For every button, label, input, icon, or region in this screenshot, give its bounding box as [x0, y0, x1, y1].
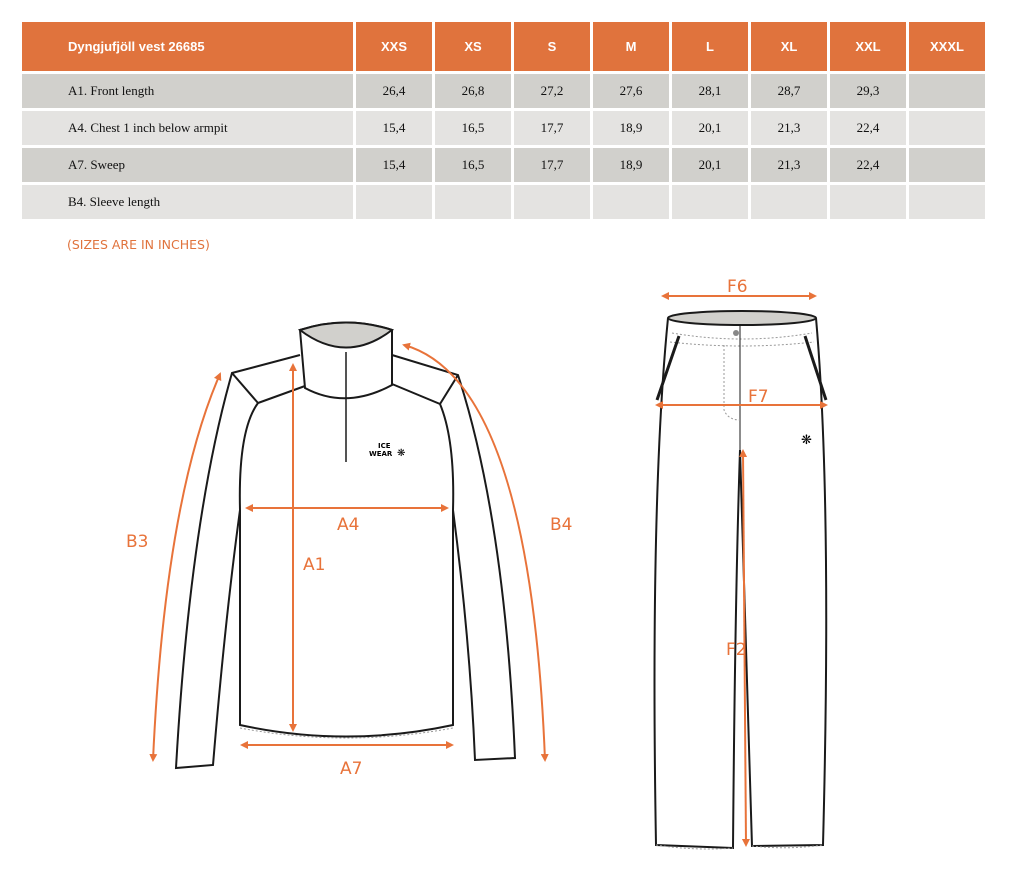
measurement-value [909, 111, 985, 145]
measurement-value [909, 74, 985, 108]
measurement-value: 28,1 [672, 74, 748, 108]
arrow-b3 [149, 372, 222, 762]
measurement-value: 28,7 [751, 74, 827, 108]
label-a1: A1 [303, 555, 325, 575]
measurement-value [751, 185, 827, 219]
svg-text:WEAR: WEAR [369, 450, 393, 458]
label-f2: F2 [726, 640, 747, 660]
size-header-xl: XL [751, 22, 827, 71]
measurement-value: 17,7 [514, 148, 590, 182]
snowflake-icon: ❋ [801, 432, 812, 447]
measurement-value [514, 185, 590, 219]
measurement-label: B4. Sleeve length [22, 185, 353, 219]
units-note: (SIZES ARE IN INCHES) [67, 237, 210, 252]
size-chart-table: Dyngjufjöll vest 26685 XXS XS S M L XL XXL XXXL… [19, 19, 988, 222]
measurement-value [672, 185, 748, 219]
measurement-value: 17,7 [514, 111, 590, 145]
jacket-drawing: ICE WEAR ❋ A1 A4 A7 B3 B4 [126, 321, 572, 779]
table-row: B4. Sleeve length [22, 185, 985, 219]
measurement-value: 29,3 [830, 74, 906, 108]
measurement-value: 27,2 [514, 74, 590, 108]
measurement-value: 27,6 [593, 74, 669, 108]
measurement-value: 15,4 [356, 148, 432, 182]
measurement-value: 22,4 [830, 148, 906, 182]
measurement-value: 16,5 [435, 111, 511, 145]
arrow-b4 [402, 342, 549, 762]
label-b4: B4 [550, 515, 572, 535]
size-header-xxl: XXL [830, 22, 906, 71]
table-row: A4. Chest 1 inch below armpit 15,4 16,5 17,… [22, 111, 985, 145]
measurement-value [909, 185, 985, 219]
measurement-value: 18,9 [593, 111, 669, 145]
label-a7: A7 [340, 759, 362, 779]
measurement-value [830, 185, 906, 219]
measurement-value: 22,4 [830, 111, 906, 145]
table-row: A1. Front length 26,4 26,8 27,2 27,6 28,1 28,7… [22, 74, 985, 108]
label-a4: A4 [337, 515, 359, 535]
measurement-value: 26,8 [435, 74, 511, 108]
pants-drawing: ❋ F6 F7 F2 [653, 277, 828, 850]
snowflake-icon: ❋ [397, 448, 405, 459]
logo-ice-wear: ICE [378, 442, 391, 450]
measurement-value: 20,1 [672, 148, 748, 182]
measurement-value: 15,4 [356, 111, 432, 145]
label-b3: B3 [126, 532, 148, 552]
arrow-f2 [739, 449, 750, 847]
measurement-value [593, 185, 669, 219]
label-f7: F7 [748, 387, 769, 407]
measurement-label: A4. Chest 1 inch below armpit [22, 111, 353, 145]
measurement-value: 20,1 [672, 111, 748, 145]
measurement-value: 21,3 [751, 111, 827, 145]
measurement-value [909, 148, 985, 182]
measurement-value: 21,3 [751, 148, 827, 182]
size-header-xxs: XXS [356, 22, 432, 71]
size-header-m: M [593, 22, 669, 71]
table-title: Dyngjufjöll vest 26685 [22, 22, 353, 71]
measurement-value: 16,5 [435, 148, 511, 182]
measurement-label: A1. Front length [22, 74, 353, 108]
header-row: Dyngjufjöll vest 26685 XXS XS S M L XL XXL XXXL [22, 22, 985, 71]
measurement-label: A7. Sweep [22, 148, 353, 182]
measurement-value [356, 185, 432, 219]
measurement-value: 26,4 [356, 74, 432, 108]
label-f6: F6 [727, 277, 748, 297]
size-header-s: S [514, 22, 590, 71]
table-row: A7. Sweep 15,4 16,5 17,7 18,9 20,1 21,3 22,4 [22, 148, 985, 182]
size-header-xs: XS [435, 22, 511, 71]
measurement-value: 18,9 [593, 148, 669, 182]
measurement-value [435, 185, 511, 219]
size-header-xxxl: XXXL [909, 22, 985, 71]
size-header-l: L [672, 22, 748, 71]
